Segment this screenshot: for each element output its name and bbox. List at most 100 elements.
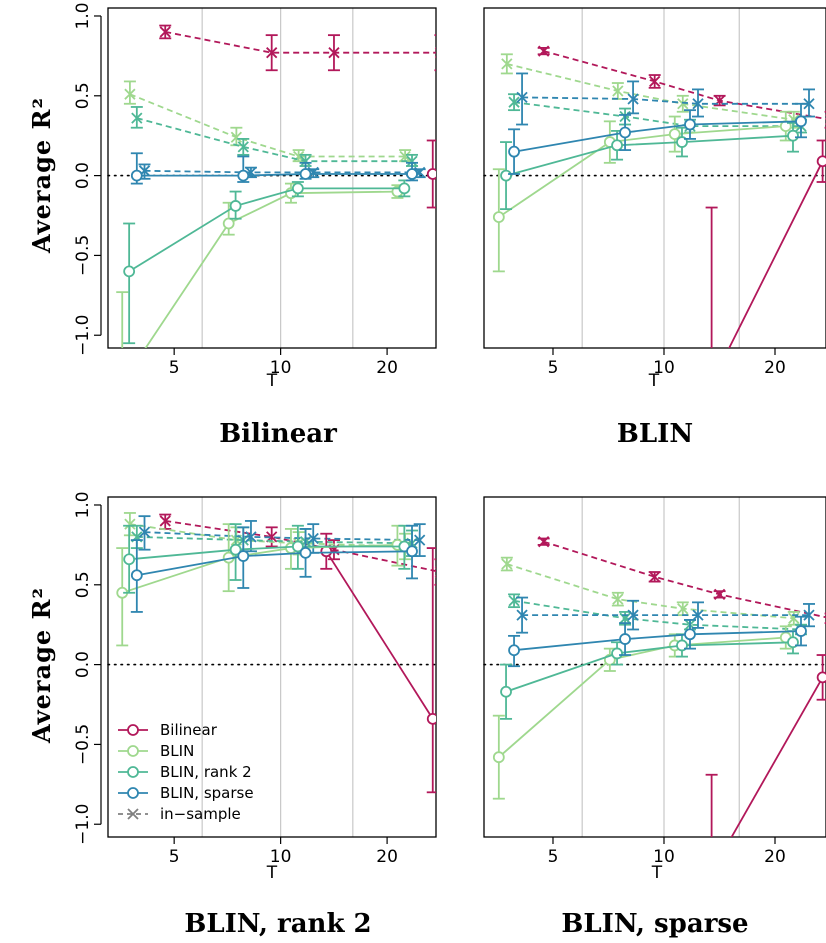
plot-area: 5 10 20 (483, 496, 826, 877)
data-point (795, 115, 807, 128)
panel-title: Bilinear (219, 419, 337, 449)
y-tick-label: −1.0 (73, 315, 93, 356)
data-point (117, 378, 127, 388)
series-line-bilinear (325, 550, 434, 720)
data-point (508, 145, 520, 158)
data-point-x (677, 98, 689, 110)
series-layer (116, 24, 436, 388)
data-point (787, 129, 799, 142)
data-point-x (159, 515, 171, 527)
data-point-x (692, 98, 704, 110)
data-point-x (627, 609, 639, 621)
data-point (707, 378, 717, 388)
data-point-x (516, 609, 528, 621)
data-point (795, 625, 807, 637)
data-point (406, 168, 418, 180)
data-point (426, 712, 436, 725)
data-point (299, 168, 312, 180)
panel-3: BLIN, sparse T 5 10 20 (483, 496, 826, 939)
data-point (500, 685, 512, 698)
data-point (123, 265, 136, 278)
series-line-blin-rank-2-in-sample (136, 117, 412, 163)
x-tick-label: 10 (653, 358, 675, 378)
series-line-blin-rank-2 (505, 134, 794, 177)
series-line-blin-sparse (513, 120, 802, 153)
x-tick-label: 5 (169, 847, 180, 867)
data-point-x (299, 155, 312, 167)
data-point (668, 128, 681, 141)
plot-frame (483, 7, 826, 349)
panel-1: BLIN T 5 10 20 (483, 7, 826, 449)
data-point-x (508, 96, 520, 108)
y-tick-label: 1.0 (73, 491, 93, 518)
data-point (611, 139, 623, 152)
y-axis-label: Average R² (27, 587, 56, 744)
series-line-bilinear-in-sample (165, 31, 436, 54)
data-point (816, 155, 826, 168)
data-point-x (434, 566, 436, 578)
series-line-blin-sparse (136, 173, 412, 177)
x-tick-label: 10 (270, 847, 292, 867)
plot-area: 5 10 20 −1.0 −0.5 0.0 0.5 1.0 (73, 2, 437, 388)
data-point-x (677, 603, 689, 615)
panel-2: Average R² BLIN, rank 2 T 5 10 20 −1.0 −0.5 0… (27, 491, 437, 939)
series-line-blin-in-sample (129, 523, 406, 548)
series-line-blin-rank-2 (129, 545, 405, 561)
y-tick-label: 0.5 (73, 571, 93, 598)
data-point (426, 168, 436, 180)
data-point-x (501, 58, 513, 70)
series-layer (116, 512, 436, 794)
data-point (508, 644, 520, 657)
plot-frame (107, 496, 437, 838)
data-point (299, 546, 312, 559)
x-axis-title: T (266, 863, 278, 883)
data-point (237, 169, 250, 182)
x-tick-label: 20 (376, 847, 398, 867)
x-tick-label: 5 (548, 358, 559, 378)
data-point (222, 217, 235, 230)
x-axis-title: T (651, 863, 663, 883)
data-point-x (307, 532, 319, 545)
data-point-x (538, 45, 550, 57)
y-tick-label: −0.5 (73, 235, 93, 276)
legend-marker (127, 724, 139, 736)
data-point-x (538, 536, 550, 548)
legend-marker (127, 745, 139, 757)
panel-title: BLIN, rank 2 (184, 909, 371, 939)
data-point-x (434, 47, 436, 59)
data-point-x (159, 26, 171, 38)
series-line-blin (498, 636, 786, 758)
legend: Bilinear BLIN BLIN, rank 2 BLIN, sparse in−s… (118, 721, 254, 823)
data-point (406, 545, 418, 558)
plot-area: 5 10 20 −1.0 −0.5 0.0 0.5 1.0 (73, 491, 437, 867)
data-point (500, 169, 512, 182)
data-point (130, 569, 143, 582)
data-point (707, 867, 717, 877)
legend-label: BLIN, rank 2 (160, 763, 252, 781)
data-point (229, 200, 242, 212)
y-axis-label: Average R² (27, 97, 56, 254)
y-tick-label: 0.0 (73, 651, 93, 678)
data-point-x (138, 526, 151, 538)
data-point (619, 126, 631, 139)
data-point-x (803, 98, 815, 110)
series-line-bilinear-in-sample (165, 520, 436, 572)
data-point (237, 550, 250, 562)
data-point (816, 671, 826, 684)
legend-label: BLIN, sparse (160, 784, 254, 802)
legend-label: BLIN (160, 742, 194, 760)
series-line-bilinear (730, 676, 824, 837)
legend-label: Bilinear (160, 721, 218, 739)
legend-marker (127, 808, 139, 820)
data-point-x (649, 75, 661, 88)
legend-marker (127, 766, 139, 778)
data-point-x (131, 112, 143, 124)
data-point-x (612, 593, 624, 605)
series-line-blin-sparse-in-sample (144, 169, 420, 174)
series-line-blin (498, 125, 786, 218)
legend-label: in−sample (160, 805, 241, 823)
x-tick-label: 20 (376, 358, 398, 378)
data-point-x (803, 609, 815, 621)
data-point-x (619, 612, 631, 624)
series-layer (492, 536, 826, 877)
